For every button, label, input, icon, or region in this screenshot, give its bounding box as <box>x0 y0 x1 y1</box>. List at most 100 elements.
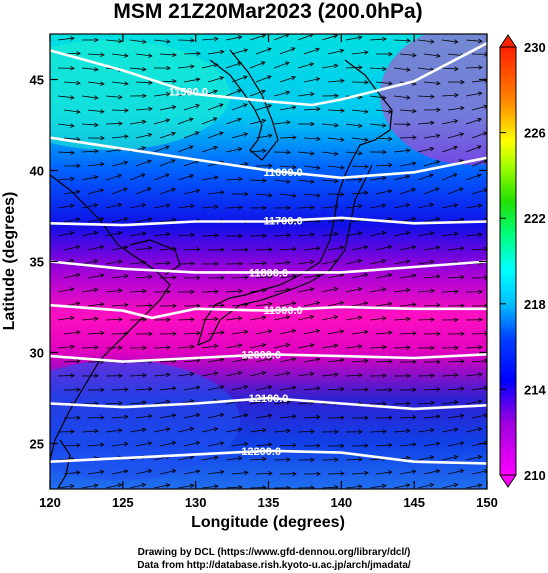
wind-arrow-head <box>406 316 411 322</box>
wind-arrow <box>129 232 146 237</box>
wind-arrow-head <box>238 261 243 266</box>
wind-arrow <box>207 103 224 111</box>
wind-arrow <box>57 288 74 293</box>
footer-credit-data: Data from http://database.rish.kyoto-u.a… <box>137 560 411 571</box>
wind-arrow-head <box>76 415 81 421</box>
wind-arrow-head <box>166 317 171 323</box>
wind-arrow-head <box>286 179 291 184</box>
wind-arrow <box>129 204 146 209</box>
wind-arrow-head <box>268 442 273 447</box>
wind-arrow <box>423 275 440 279</box>
wind-arrow-head <box>358 65 363 70</box>
wind-arrow <box>111 188 128 195</box>
wind-arrow <box>441 204 458 209</box>
wind-arrow-head <box>483 413 487 418</box>
wind-arrow-head <box>430 288 435 294</box>
wind-arrow-head <box>100 330 105 336</box>
wind-arrow-head <box>165 92 171 97</box>
wind-arrow-head <box>453 145 458 151</box>
wind-arrow-head <box>460 359 465 364</box>
wind-arrow <box>465 39 482 42</box>
wind-arrow-head <box>406 373 411 379</box>
wind-arrow <box>303 330 320 335</box>
wind-arrow-head <box>99 81 105 86</box>
wind-arrow-head <box>382 36 387 42</box>
wind-arrow-head <box>75 109 81 114</box>
wind-arrow <box>231 103 248 111</box>
wind-arrow-head <box>412 359 417 365</box>
wind-arrow-head <box>100 442 105 448</box>
wind-arrow <box>345 232 362 237</box>
wind-arrow-head <box>76 163 81 169</box>
wind-arrow <box>321 260 338 265</box>
wind-arrow <box>183 470 200 475</box>
wind-arrow <box>393 67 410 71</box>
wind-arrow <box>417 232 434 237</box>
wind-arrow <box>81 95 98 99</box>
wind-arrow-head <box>213 427 219 432</box>
wind-arrow-head <box>195 440 201 446</box>
wind-arrow <box>399 162 416 167</box>
wind-arrow-head <box>261 118 267 124</box>
wind-arrow-head <box>334 122 339 128</box>
wind-arrow-head <box>99 188 105 193</box>
wind-arrow <box>351 472 368 475</box>
wind-arrow-head <box>69 231 75 236</box>
wind-arrow-head <box>75 217 81 222</box>
wind-arrow <box>183 248 201 251</box>
wind-arrow <box>369 288 386 293</box>
wind-arrow <box>369 123 386 127</box>
wind-arrow <box>327 302 344 307</box>
wind-arrow-head <box>382 123 387 128</box>
wind-arrow-head <box>214 233 219 238</box>
wind-arrow <box>105 402 122 405</box>
wind-arrow-head <box>405 230 411 236</box>
plot-area: 11500.0 11600.0 11700.0 11800.0 11900.0 12000… <box>50 34 487 489</box>
wind-arrow <box>231 414 248 419</box>
wind-arrow-head <box>340 78 345 84</box>
wind-arrow-head <box>243 384 249 390</box>
coastline-taiwan <box>57 439 71 489</box>
wind-arrow-head <box>214 316 219 322</box>
wind-arrow <box>57 123 74 127</box>
wind-arrow-head <box>238 484 243 489</box>
wind-arrow-head <box>195 469 201 474</box>
wind-arrow-head <box>315 300 321 306</box>
wind-arrow <box>153 346 171 349</box>
wind-arrow <box>417 429 434 433</box>
wind-arrow <box>399 332 417 335</box>
wind-arrow <box>159 414 176 419</box>
wind-arrow-head <box>99 469 105 475</box>
wind-arrow-head <box>459 468 465 474</box>
contour-label: 12000.0 <box>241 350 281 362</box>
wind-arrow-head <box>406 148 411 153</box>
wind-arrow <box>153 93 170 97</box>
wind-arrow-head <box>364 164 369 169</box>
wind-arrow-head <box>189 426 195 432</box>
wind-arrow <box>351 51 368 55</box>
wind-arrow-head <box>406 401 411 406</box>
wind-arrow-head <box>117 231 123 236</box>
wind-arrow-head <box>166 345 171 350</box>
wind-arrow-head <box>430 39 435 44</box>
wind-arrow-head <box>477 117 483 123</box>
wind-arrow <box>105 148 122 153</box>
wind-arrow <box>81 67 98 71</box>
wind-arrow-head <box>291 385 297 390</box>
wind-arrow-head <box>363 272 369 278</box>
wind-arrow-head <box>238 205 243 210</box>
wind-arrow-head <box>237 316 243 321</box>
wind-arrow <box>87 81 104 85</box>
wind-arrow-head <box>382 344 387 350</box>
wind-arrow-head <box>411 469 417 474</box>
wind-arrow-head <box>358 484 363 489</box>
wind-arrow-head <box>436 359 441 365</box>
wind-arrow-head <box>454 345 459 350</box>
wind-arrow-head <box>309 343 315 348</box>
wind-arrow <box>159 106 176 111</box>
wind-arrow-head <box>171 131 176 137</box>
wind-arrow <box>225 428 242 433</box>
wind-arrow <box>321 233 338 237</box>
wind-arrow <box>321 206 338 209</box>
wind-arrow-head <box>436 274 441 279</box>
